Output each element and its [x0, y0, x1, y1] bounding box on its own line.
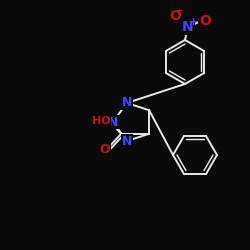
Text: −: − [174, 6, 184, 16]
Text: N: N [122, 134, 132, 147]
Text: N: N [182, 20, 194, 34]
Text: N: N [108, 116, 118, 128]
Text: HO: HO [92, 116, 110, 126]
Text: O: O [199, 14, 211, 28]
Text: O: O [169, 9, 181, 23]
Text: +: + [188, 17, 198, 27]
Text: N: N [122, 96, 132, 110]
Text: O: O [100, 143, 110, 156]
